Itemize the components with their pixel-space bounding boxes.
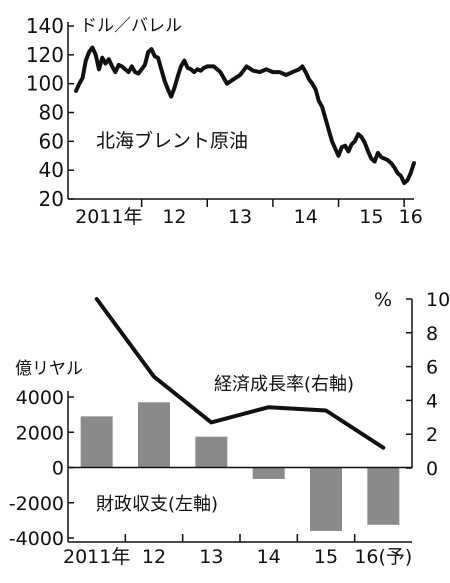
- fiscal-balance-bar: [138, 402, 170, 468]
- brent-x-tick-label: 13: [228, 206, 252, 228]
- fiscal-x-tick-label: 14: [257, 546, 281, 568]
- fiscal-series-label: 財政収支(左軸): [96, 494, 218, 515]
- brent-series-label: 北海ブレント原油: [96, 129, 248, 152]
- brent-chart: 140 120 100 80 60 40 20 2011年 12 13 14 15 16 ドル／バレル…: [26, 14, 423, 228]
- growth-right-tick-label: 2: [426, 424, 438, 446]
- fiscal-left-tick-label: -4000: [9, 528, 64, 550]
- fiscal-left-y-ticks: 4000 2000 0 -2000 -4000: [9, 387, 74, 550]
- fiscal-x-tick-label: 12: [142, 546, 166, 568]
- fiscal-x-tick-label: 2011年: [63, 546, 130, 568]
- brent-y-tick-label: 40: [39, 158, 64, 182]
- brent-y-tick-label: 60: [39, 129, 64, 153]
- brent-y-tick-label: 140: [26, 14, 64, 38]
- growth-right-tick-label: 6: [426, 357, 438, 379]
- fiscal-chart: 4000 2000 0 -2000 -4000 10 8 6 4 2 0 2011年 12 13 14 1…: [9, 289, 450, 568]
- brent-axes: [67, 22, 414, 200]
- fiscal-balance-bar: [252, 467, 285, 479]
- fiscal-left-tick-label: 4000: [16, 387, 64, 409]
- fiscal-x-tick-label: 16(予): [354, 546, 412, 568]
- fiscal-balance-bar: [195, 436, 228, 468]
- brent-price-line: [74, 45, 416, 186]
- growth-rate-line: [94, 297, 386, 450]
- fiscal-balance-bar: [80, 416, 113, 468]
- brent-x-tick-label: 2011年: [75, 206, 142, 228]
- fiscal-x-tick-label: 13: [199, 546, 223, 568]
- fiscal-left-unit-label: 億リヤル: [15, 359, 83, 379]
- growth-right-tick-label: 10: [426, 289, 450, 311]
- fiscal-left-tick-label: 0: [52, 458, 64, 480]
- brent-y-tick-label: 20: [39, 187, 64, 211]
- fiscal-x-tick-label: 15: [314, 546, 338, 568]
- brent-y-ticks: 140 120 100 80 60 40 20: [26, 14, 74, 211]
- brent-y-tick-label: 100: [26, 72, 64, 96]
- fiscal-left-tick-label: -2000: [9, 493, 64, 515]
- brent-x-tick-label: 14: [294, 206, 318, 228]
- brent-y-tick-label: 80: [39, 101, 64, 125]
- brent-x-ticks: 2011年 12 13 14 15 16: [75, 199, 423, 228]
- growth-right-unit-label: %: [374, 289, 392, 311]
- fiscal-balance-bar: [310, 467, 342, 531]
- growth-right-tick-label: 4: [426, 390, 438, 412]
- brent-x-tick-label: 15: [359, 206, 383, 228]
- fiscal-x-ticks: 2011年 12 13 14 15 16(予): [63, 534, 412, 568]
- fiscal-left-tick-label: 2000: [16, 422, 64, 444]
- fiscal-balance-bars: [80, 402, 400, 531]
- growth-right-tick-label: 0: [426, 458, 438, 480]
- fiscal-balance-bar: [367, 467, 400, 525]
- brent-y-tick-label: 120: [26, 43, 64, 67]
- growth-right-tick-label: 8: [426, 323, 438, 345]
- brent-x-tick-label: 16: [399, 206, 423, 228]
- growth-series-label: 経済成長率(右軸): [214, 374, 354, 395]
- growth-right-y-ticks: 10 8 6 4 2 0: [406, 289, 450, 480]
- brent-unit-label: ドル／バレル: [80, 16, 182, 36]
- brent-x-tick-label: 12: [162, 206, 186, 228]
